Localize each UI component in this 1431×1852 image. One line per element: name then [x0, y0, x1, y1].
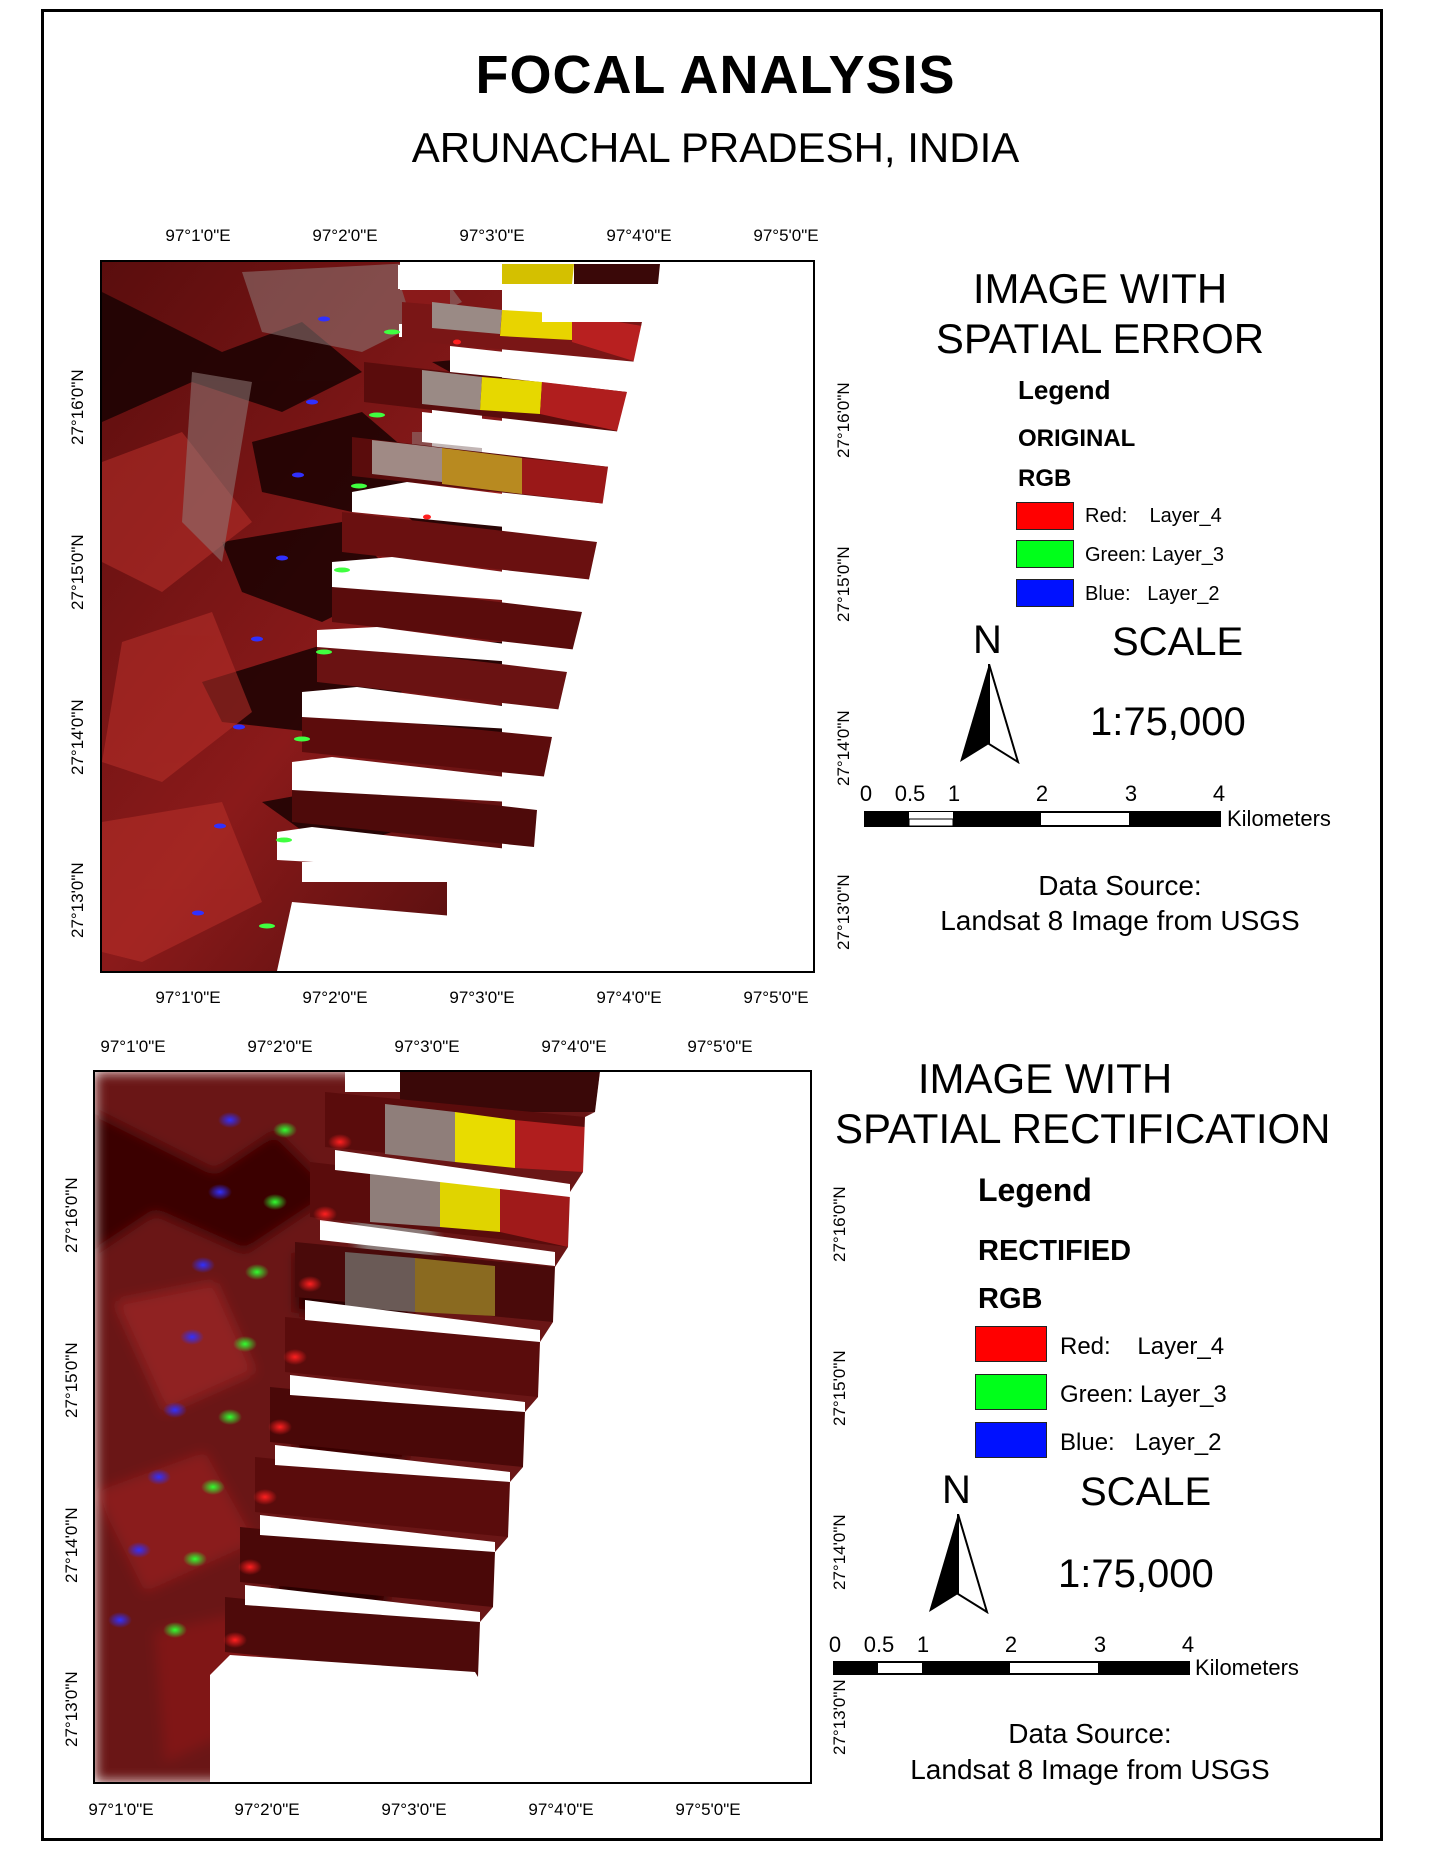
page-title: FOCAL ANALYSIS	[475, 45, 956, 105]
lon-label: 97°5'0"E	[675, 1800, 741, 1819]
lon-label: 97°5'0"E	[687, 1037, 753, 1056]
lon-label: 97°1'0"E	[155, 988, 221, 1007]
lon-label: 97°2'0"E	[247, 1037, 313, 1056]
lon-label: 97°5'0"E	[753, 226, 819, 245]
scale-tick-label: 0	[859, 781, 873, 806]
legend-label-blue: Blue: Layer_2	[1060, 1429, 1222, 1456]
lon-label: 97°3'0"E	[394, 1037, 460, 1056]
scale-tick-label: 0	[828, 1632, 842, 1657]
scale-tick-label: 0.5	[863, 1632, 895, 1657]
scale-tick-label: 4	[1181, 1632, 1195, 1657]
map-layout-frame	[41, 9, 1383, 1841]
lat-label: 27°15'0"N	[68, 534, 87, 610]
scale-tick-label: 2	[1004, 1632, 1018, 1657]
bottom-legend-layer-name: RECTIFIED	[978, 1235, 1132, 1267]
blue-swatch	[1016, 579, 1074, 607]
bottom-legend-heading: Legend	[978, 1172, 1092, 1208]
top-satellite-map[interactable]	[100, 260, 815, 973]
lon-label: 97°2'0"E	[234, 1800, 300, 1819]
green-swatch	[1016, 540, 1074, 568]
scale-bar	[833, 1661, 1190, 1675]
lon-label: 97°3'0"E	[449, 988, 515, 1007]
lon-label: 97°1'0"E	[88, 1800, 154, 1819]
lat-label: 27°15'0"N	[830, 1350, 849, 1426]
legend-label-red: Red: Layer_4	[1085, 505, 1222, 527]
legend-label-green: Green: Layer_3	[1085, 544, 1224, 566]
north-label: N	[942, 1468, 971, 1512]
green-swatch	[975, 1374, 1047, 1410]
lon-label: 97°3'0"E	[381, 1800, 447, 1819]
bottom-satellite-image	[95, 1072, 810, 1782]
north-arrow-icon	[929, 1514, 989, 1614]
lon-label: 97°2'0"E	[302, 988, 368, 1007]
scale-heading: SCALE	[1112, 620, 1244, 664]
lat-label: 27°16'0"N	[830, 1186, 849, 1262]
bottom-panel-title-line1: IMAGE WITH	[917, 1055, 1173, 1102]
lat-label: 27°16'0"N	[68, 369, 87, 445]
lat-label: 27°14'0"N	[830, 1514, 849, 1590]
bottom-legend-rgb: RGB	[978, 1283, 1043, 1315]
red-swatch	[975, 1326, 1047, 1362]
bottom-satellite-map[interactable]	[93, 1070, 812, 1784]
scale-unit: Kilometers	[1227, 806, 1331, 831]
lon-label: 97°4'0"E	[606, 226, 672, 245]
scale-unit: Kilometers	[1195, 1655, 1299, 1680]
top-legend-layer-name: ORIGINAL	[1018, 425, 1136, 452]
lat-label: 27°14'0"N	[62, 1507, 81, 1583]
north-label: N	[973, 618, 1002, 662]
lat-label: 27°13'0"N	[834, 874, 853, 950]
lat-label: 27°13'0"N	[68, 862, 87, 938]
lon-label: 97°3'0"E	[459, 226, 525, 245]
scale-tick-label: 1	[947, 781, 961, 806]
page-subtitle: ARUNACHAL PRADESH, INDIA	[411, 124, 1020, 171]
lat-label: 27°16'0"N	[62, 1177, 81, 1253]
scale-tick-label: 3	[1124, 781, 1138, 806]
lon-label: 97°5'0"E	[743, 988, 809, 1007]
lat-label: 27°16'0"N	[834, 382, 853, 458]
data-source-value: Landsat 8 Image from USGS	[940, 905, 1300, 936]
top-panel-title-line2: SPATIAL ERROR	[935, 315, 1265, 362]
north-arrow-icon	[960, 664, 1020, 764]
lat-label: 27°14'0"N	[68, 699, 87, 775]
lon-label: 97°4'0"E	[596, 988, 662, 1007]
scale-tick-label: 0.5	[894, 781, 926, 806]
lat-label: 27°15'0"N	[834, 546, 853, 622]
lat-label: 27°13'0"N	[830, 1679, 849, 1755]
top-panel-title-line1: IMAGE WITH	[972, 265, 1228, 312]
scale-ratio: 1:75,000	[1090, 700, 1246, 744]
legend-label-red: Red: Layer_4	[1060, 1333, 1225, 1360]
legend-label-blue: Blue: Layer_2	[1085, 583, 1220, 605]
bottom-panel-title-line2: SPATIAL RECTIFICATION	[835, 1105, 1331, 1152]
lat-label: 27°15'0"N	[62, 1342, 81, 1418]
top-legend-heading: Legend	[1018, 375, 1111, 405]
scale-tick-label: 2	[1035, 781, 1049, 806]
top-satellite-image	[102, 262, 813, 971]
data-source-label: Data Source:	[1008, 1718, 1172, 1749]
red-swatch	[1016, 502, 1074, 530]
scale-tick-label: 3	[1093, 1632, 1107, 1657]
legend-label-green: Green: Layer_3	[1060, 1381, 1227, 1408]
lon-label: 97°4'0"E	[528, 1800, 594, 1819]
data-source-value: Landsat 8 Image from USGS	[910, 1754, 1270, 1785]
blue-swatch	[975, 1422, 1047, 1458]
scale-heading: SCALE	[1080, 1470, 1212, 1514]
lat-label: 27°13'0"N	[62, 1671, 81, 1747]
lon-label: 97°1'0"E	[165, 226, 231, 245]
lon-label: 97°2'0"E	[312, 226, 378, 245]
scale-ratio: 1:75,000	[1058, 1552, 1214, 1596]
data-source-label: Data Source:	[1038, 870, 1202, 901]
lat-label: 27°14'0"N	[834, 710, 853, 786]
lon-label: 97°1'0"E	[100, 1037, 166, 1056]
scale-bar	[864, 811, 1221, 827]
scale-tick-label: 4	[1212, 781, 1226, 806]
lon-label: 97°4'0"E	[541, 1037, 607, 1056]
scale-tick-label: 1	[916, 1632, 930, 1657]
top-legend-rgb: RGB	[1018, 465, 1072, 492]
